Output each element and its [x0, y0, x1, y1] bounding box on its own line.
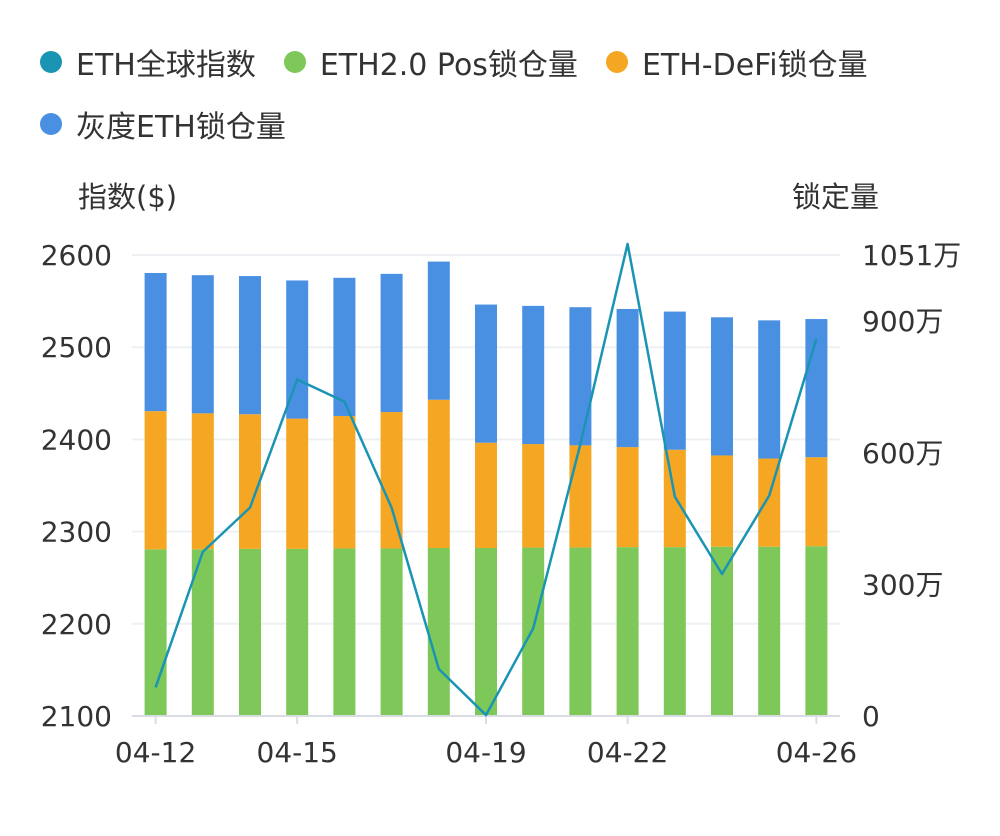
bar-0-04-23 [663, 547, 686, 716]
eth-index-line [154, 242, 818, 717]
bar-2-04-22 [616, 308, 639, 448]
left-tick-label: 2200 [41, 608, 112, 641]
bar-2-04-13 [191, 275, 214, 414]
bar-2-04-12 [144, 272, 167, 412]
bar-1-04-19 [475, 442, 497, 549]
bar-0-04-22 [616, 547, 639, 716]
bar-1-04-15 [286, 418, 309, 549]
right-tick-label: 300万 [862, 568, 943, 601]
legend-item-pos-locked[interactable]: ETH2.0 Pos锁仓量 [283, 40, 578, 84]
left-axis-title: 指数($) [78, 180, 178, 214]
legend-row-1: ETH全球指数 ETH2.0 Pos锁仓量 ETH-DeFi锁仓量 [40, 36, 980, 88]
left-tick-label: 2100 [41, 700, 112, 733]
x-tick-label: 04-26 [776, 736, 857, 769]
legend-dot-defi-locked [605, 51, 628, 73]
x-tick-label: 04-19 [445, 736, 526, 769]
bar-2-04-24 [711, 317, 733, 456]
bar-1-04-17 [380, 412, 403, 549]
legend-item-eth-index[interactable]: ETH全球指数 [40, 40, 256, 84]
x-tick-label: 04-15 [257, 736, 338, 769]
right-axis-title: 锁定量 [792, 180, 880, 214]
bar-2-04-16 [333, 277, 356, 416]
legend: ETH全球指数 ETH2.0 Pos锁仓量 ETH-DeFi锁仓量 灰度ETH锁… [40, 36, 980, 160]
bar-0-04-12 [144, 549, 167, 716]
bar-2-04-15 [286, 280, 309, 419]
legend-item-defi-locked[interactable]: ETH-DeFi锁仓量 [605, 40, 868, 84]
bar-1-04-20 [522, 444, 545, 548]
legend-label-grayscale-locked: 灰度ETH锁仓量 [76, 110, 286, 145]
legend-row-2: 灰度ETH锁仓量 [40, 98, 980, 150]
right-tick-label: 600万 [862, 437, 943, 470]
left-tick-label: 2400 [41, 423, 112, 456]
bar-2-04-19 [475, 304, 497, 443]
bar-0-04-26 [805, 546, 828, 716]
bar-0-04-19 [475, 548, 497, 716]
bar-0-04-18 [427, 548, 450, 716]
x-tick-label: 04-22 [587, 736, 668, 769]
bar-1-04-24 [711, 455, 733, 547]
bar-0-04-24 [711, 546, 733, 716]
x-tick-label: 04-12 [115, 736, 196, 769]
right-tick-label: 900万 [862, 305, 943, 338]
left-tick-label: 2600 [41, 239, 112, 272]
legend-dot-grayscale-locked [40, 113, 62, 135]
legend-label-eth-index: ETH全球指数 [76, 48, 256, 83]
bar-2-04-25 [758, 320, 781, 459]
bar-2-04-20 [522, 305, 545, 445]
bar-1-04-22 [616, 447, 639, 548]
bar-2-04-17 [380, 273, 403, 413]
bar-0-04-16 [333, 548, 356, 716]
bar-1-04-18 [427, 399, 450, 549]
bar-2-04-18 [427, 261, 450, 400]
right-tick-label: 0 [862, 700, 880, 733]
bar-0-04-17 [380, 548, 403, 716]
bar-1-04-21 [569, 445, 592, 548]
bar-0-04-13 [191, 549, 214, 716]
bar-0-04-21 [569, 547, 592, 716]
bar-2-04-21 [569, 307, 592, 446]
bar-0-04-25 [758, 546, 781, 716]
bar-1-04-12 [144, 411, 167, 550]
bar-0-04-20 [522, 547, 545, 716]
left-tick-label: 2500 [41, 331, 112, 364]
bar-1-04-16 [333, 415, 356, 549]
legend-dot-eth-index [40, 51, 62, 73]
bar-1-04-13 [191, 413, 214, 550]
bar-1-04-14 [239, 414, 261, 549]
bar-0-04-14 [239, 548, 261, 716]
bar-1-04-26 [805, 457, 828, 547]
legend-item-grayscale-locked[interactable]: 灰度ETH锁仓量 [40, 102, 286, 146]
bar-2-04-23 [663, 311, 686, 450]
bar-2-04-14 [239, 276, 261, 415]
bar-0-04-15 [286, 548, 309, 716]
legend-label-defi-locked: ETH-DeFi锁仓量 [641, 48, 868, 83]
legend-label-pos-locked: ETH2.0 Pos锁仓量 [319, 48, 578, 83]
right-tick-label: 1051万 [862, 239, 961, 272]
left-tick-label: 2300 [41, 516, 112, 549]
legend-dot-pos-locked [283, 51, 306, 73]
